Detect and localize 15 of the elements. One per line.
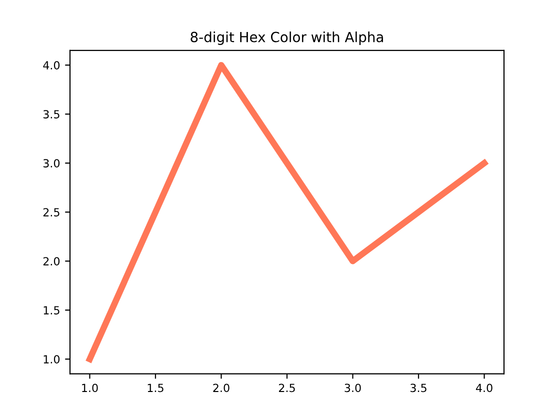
x-tick-label: 2.5	[278, 384, 295, 392]
y-tick-label: 3.5	[43, 110, 60, 118]
x-tick-label: 3.5	[410, 384, 426, 392]
x-tick-label: 1.0	[82, 384, 98, 392]
y-tick-label: 1.0	[44, 355, 60, 364]
y-tick-label: 2.0	[43, 257, 60, 266]
x-tick-label: 2.0	[213, 384, 230, 392]
chart-title: 8-digit Hex Color with Alpha	[190, 32, 383, 45]
y-tick-label: 2.5	[43, 208, 60, 216]
y-tick-label: 3.0	[43, 159, 60, 168]
y-tick-label: 4.0	[43, 61, 60, 70]
x-tick-label: 3.0	[344, 384, 361, 392]
x-tick-label: 4.0	[476, 384, 492, 392]
y-tick-label: 1.5	[44, 306, 60, 314]
x-tick-label: 1.5	[148, 384, 164, 392]
